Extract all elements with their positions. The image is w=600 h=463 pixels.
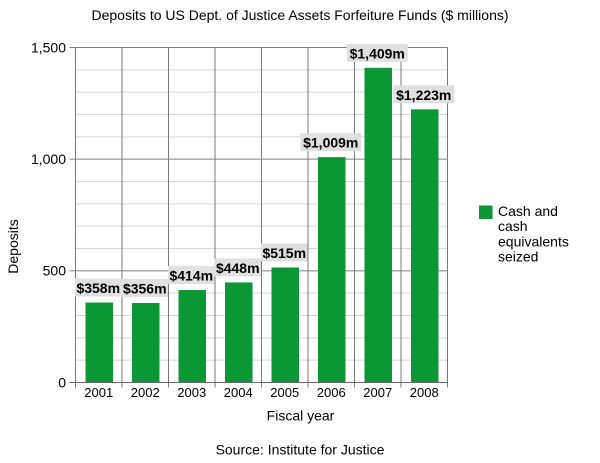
svg-text:2003: 2003: [177, 385, 206, 400]
svg-text:equivalents: equivalents: [498, 233, 569, 249]
svg-text:2007: 2007: [363, 385, 392, 400]
svg-text:Fiscal year: Fiscal year: [267, 408, 335, 424]
svg-text:$356m: $356m: [123, 280, 167, 296]
svg-text:$515m: $515m: [262, 245, 306, 261]
svg-text:seized: seized: [498, 249, 538, 265]
svg-text:2006: 2006: [317, 385, 346, 400]
svg-text:2004: 2004: [224, 385, 253, 400]
svg-text:1,500: 1,500: [31, 39, 66, 55]
svg-text:2005: 2005: [270, 385, 299, 400]
svg-text:$414m: $414m: [169, 268, 213, 284]
svg-text:cash: cash: [498, 218, 528, 234]
svg-text:Deposits: Deposits: [5, 219, 21, 273]
svg-text:$1,409m: $1,409m: [350, 45, 405, 61]
svg-text:2002: 2002: [131, 385, 160, 400]
svg-text:$1,009m: $1,009m: [303, 135, 358, 151]
svg-text:$358m: $358m: [76, 280, 120, 296]
svg-text:2001: 2001: [84, 385, 113, 400]
svg-text:Source: Institute for Justice: Source: Institute for Justice: [216, 441, 385, 457]
svg-text:1,000: 1,000: [31, 151, 66, 167]
svg-text:2008: 2008: [410, 385, 439, 400]
svg-text:500: 500: [43, 263, 67, 279]
svg-text:Cash and: Cash and: [498, 203, 558, 219]
svg-text:$448m: $448m: [216, 260, 260, 276]
svg-text:$1,223m: $1,223m: [396, 87, 451, 103]
svg-text:0: 0: [58, 374, 66, 390]
svg-text:Deposits to US Dept. of Justic: Deposits to US Dept. of Justice Assets F…: [91, 7, 508, 23]
